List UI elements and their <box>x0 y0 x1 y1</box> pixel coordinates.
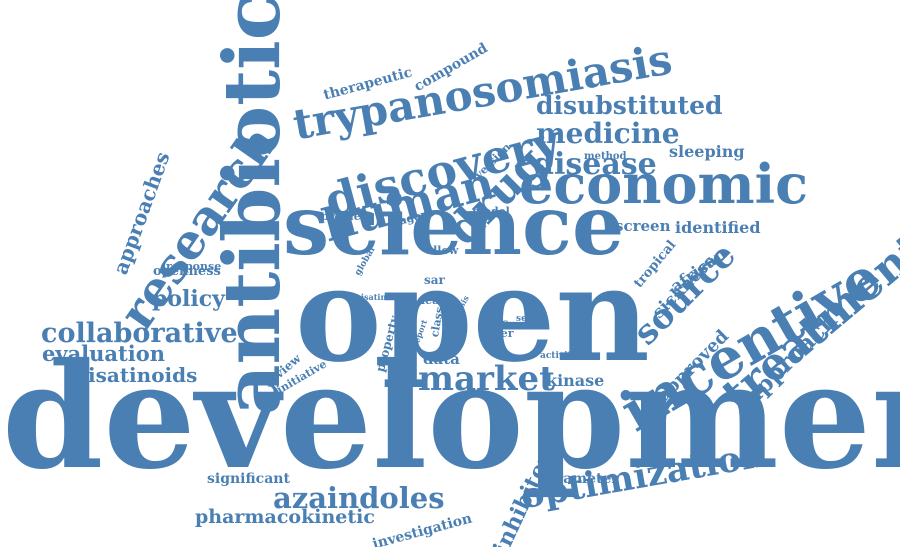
word-collaborative: collaborative <box>41 318 238 349</box>
word-series: series <box>516 314 546 324</box>
word-development: development <box>2 332 900 502</box>
word-sleeping: sleeping <box>669 142 745 161</box>
word-peer: peer <box>486 327 514 340</box>
word-isatinoids: isatinoids <box>88 363 198 387</box>
word-sar: sar <box>424 273 445 287</box>
word-method: method <box>584 151 627 162</box>
word-medicine: medicine <box>536 117 680 150</box>
word-disease: disease <box>533 147 657 182</box>
word-evaluation: evaluation <box>42 341 165 366</box>
word-science: science <box>283 178 625 274</box>
word-azaindoles: azaindoles <box>273 481 445 515</box>
word-identified: identified <box>675 218 761 237</box>
word-activity: activity <box>540 351 577 361</box>
word-allow: allow <box>426 244 459 257</box>
word-policy: policy <box>152 286 225 312</box>
word-pharmacokinetic: pharmacokinetic <box>195 506 375 528</box>
word-disubstituted: disubstituted <box>536 91 723 120</box>
word-model: model <box>472 205 510 218</box>
word-significant: significant <box>207 471 290 487</box>
word-data: data <box>423 350 460 368</box>
word-response: response <box>166 260 222 273</box>
word-open: open <box>295 238 650 391</box>
word-economic: economic <box>519 152 809 216</box>
word-isatin: isatin <box>361 292 387 302</box>
word-acc: acc <box>486 316 509 330</box>
word-lead: lead <box>421 294 447 307</box>
word-openness: openness <box>153 264 221 279</box>
word-kinase: kinase <box>546 371 605 390</box>
word-screen: screen <box>615 217 671 235</box>
word-problem: problem <box>321 210 373 223</box>
word-market: market <box>418 359 555 399</box>
word-parameter: parameter <box>537 471 619 487</box>
word-investigation: investigation <box>370 510 474 547</box>
